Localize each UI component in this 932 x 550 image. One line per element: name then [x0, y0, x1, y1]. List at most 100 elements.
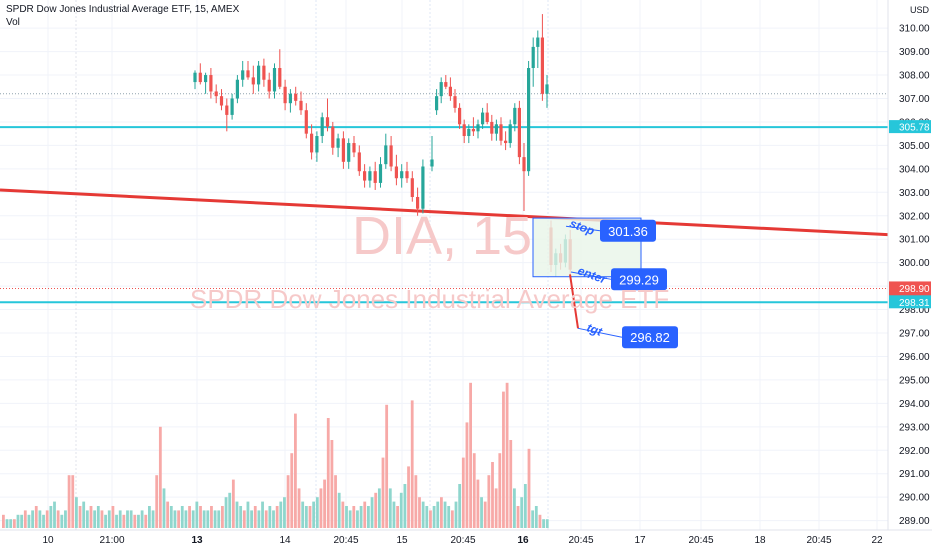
candle-body	[545, 84, 549, 94]
candle-body	[219, 96, 224, 106]
price-tick-label: 303.00	[899, 188, 930, 199]
candle-body	[394, 166, 398, 179]
volume-bar	[20, 514, 24, 528]
price-axis-bg	[888, 0, 932, 550]
volume-bar	[122, 514, 126, 528]
price-tick-label: 304.00	[899, 164, 930, 175]
price-tick-label: 295.00	[899, 375, 930, 386]
candle-body	[246, 70, 250, 78]
volume-bar	[502, 391, 505, 528]
volume-bar	[523, 484, 527, 528]
volume-bar	[334, 475, 337, 528]
candle-body	[341, 138, 345, 162]
volume-bar	[341, 501, 345, 528]
volume-bar	[312, 501, 316, 528]
volume-bar	[275, 506, 279, 528]
candle-body	[325, 117, 330, 127]
volume-bar	[429, 510, 432, 528]
candlesticks	[193, 14, 572, 277]
volume-bar	[93, 510, 97, 528]
volume-bar	[56, 510, 60, 528]
candle-body	[384, 145, 388, 165]
candle-body	[267, 79, 271, 92]
volume-bar	[290, 453, 294, 528]
volume-bar	[268, 506, 272, 528]
volume-bar	[542, 519, 545, 528]
volume-bar	[140, 510, 144, 528]
price-tick-label: 301.00	[899, 235, 930, 246]
candle-body	[204, 75, 208, 83]
volume-bar	[82, 501, 86, 528]
price-axis[interactable]: 289.00 290.00 291.00 292.00 293.00 294.00 295.…	[887, 0, 932, 550]
candle-body	[439, 82, 443, 97]
volume-bar	[151, 510, 155, 528]
price-tick-label: 309.00	[899, 47, 930, 58]
annotation-box	[611, 268, 667, 291]
time-axis[interactable]: 10 21:00 13 14 20:45 15 20:45 16 20:45 17 20:45 18 2…	[0, 529, 932, 550]
volume-bar	[505, 382, 509, 528]
volume-bar	[315, 497, 319, 528]
candle-body	[368, 171, 372, 181]
volume-bar	[450, 510, 454, 528]
volume-bar	[166, 501, 170, 528]
currency-label: USD	[909, 5, 929, 15]
candle-body	[310, 133, 314, 153]
volume-bar	[23, 510, 27, 528]
volume-bar	[367, 506, 370, 528]
candle-body	[504, 140, 508, 144]
volume-bar	[545, 519, 549, 528]
time-tick-label: 15	[396, 535, 408, 546]
volume-bar	[38, 510, 42, 528]
annotation-leader	[565, 225, 601, 232]
candle-body	[320, 117, 324, 137]
price-tag	[889, 295, 931, 309]
volume-bar	[356, 510, 359, 528]
volume-bar	[184, 510, 188, 528]
annotation-box	[600, 219, 656, 242]
candle-body	[251, 77, 255, 85]
candle-body	[209, 75, 213, 92]
volume-bar	[418, 497, 421, 528]
candle-body	[315, 136, 319, 153]
candle-body	[499, 124, 503, 141]
volume-bar	[345, 506, 348, 528]
volume-bar	[538, 514, 542, 528]
volume-bar	[279, 501, 283, 528]
time-tick-label: 10	[42, 535, 54, 546]
candle-body	[531, 46, 535, 69]
annotation-value-enter: 299.29	[619, 272, 659, 287]
volume-bar	[173, 510, 177, 528]
price-tick-label: 302.00	[899, 211, 930, 222]
volume-bar	[242, 510, 246, 528]
volume-bar	[27, 514, 31, 528]
time-tick-label: 16	[517, 535, 529, 546]
price-tag-label: 298.31	[899, 298, 930, 309]
volume-bar	[348, 510, 352, 528]
price-tick-label: 310.00	[899, 24, 930, 35]
candle-body	[467, 128, 471, 137]
candle-body	[405, 171, 409, 179]
volume-bar	[89, 506, 93, 528]
candle-body	[476, 124, 480, 132]
candle-body	[230, 98, 234, 115]
volume-bar	[217, 510, 221, 528]
volume-bar	[392, 501, 396, 528]
price-tick-label: 291.00	[899, 469, 930, 480]
volume-bar	[64, 510, 67, 528]
volume-bar	[454, 501, 458, 528]
time-tick-label: 21:00	[99, 535, 124, 546]
volume-bar	[144, 514, 148, 528]
price-tick-label: 289.00	[899, 516, 930, 527]
volume-bar	[337, 492, 341, 528]
candle-body	[435, 96, 439, 111]
volume-bar	[407, 466, 410, 528]
volume-bar	[85, 510, 89, 528]
volume-bar	[199, 506, 202, 528]
volume-bar	[42, 514, 45, 528]
volume-bar	[491, 462, 494, 528]
volume-bar	[527, 448, 531, 528]
candle-body	[421, 166, 425, 209]
volume-bar	[129, 510, 133, 528]
